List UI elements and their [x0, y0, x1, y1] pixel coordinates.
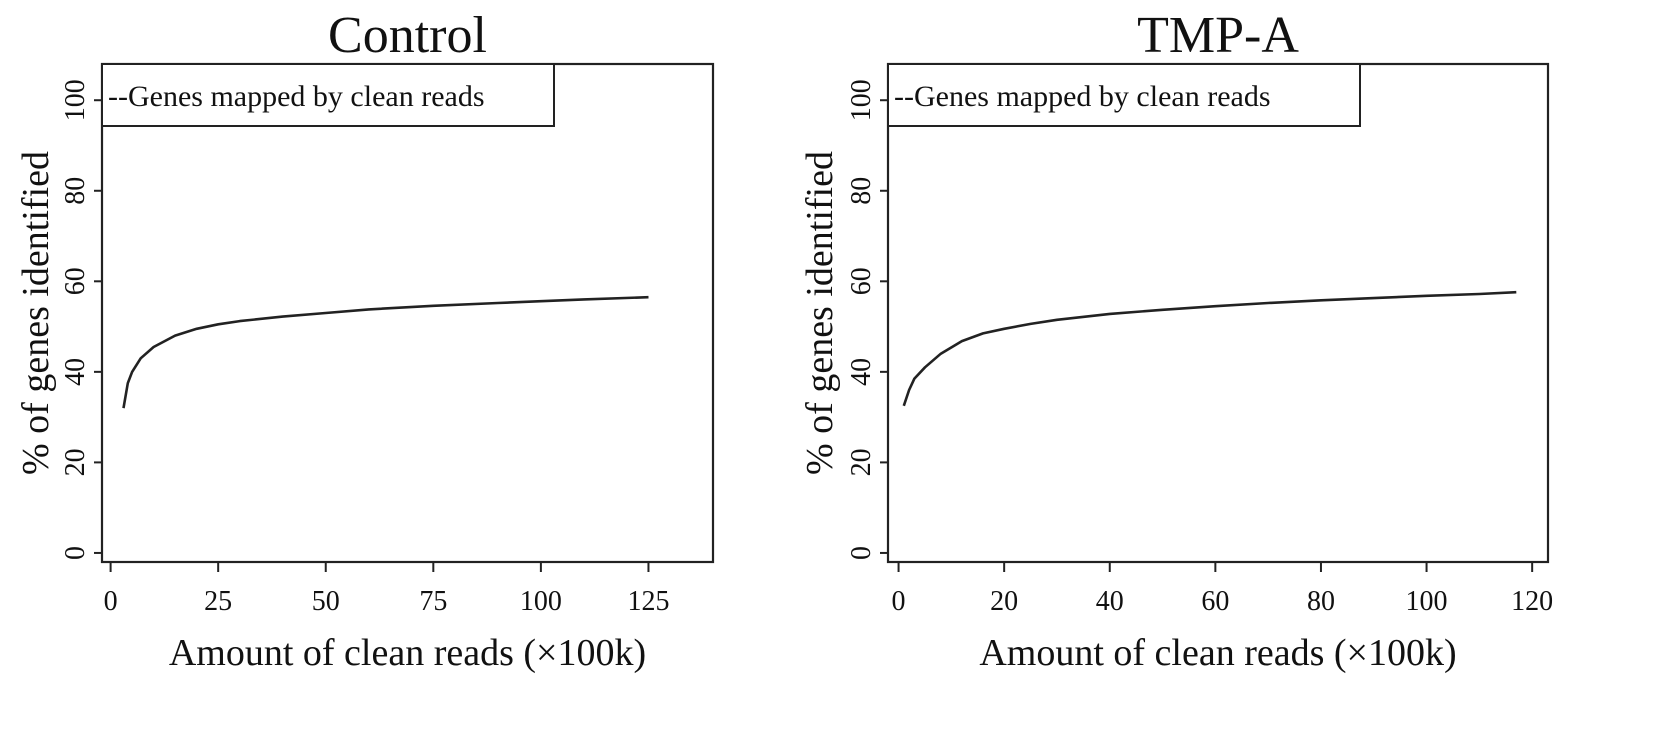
- x-tick-label: 50: [312, 586, 340, 617]
- y-tick-label: 60: [60, 267, 91, 295]
- y-tick-label: 0: [60, 546, 91, 560]
- y-tick-label: 80: [60, 177, 91, 205]
- legend-box: [887, 63, 1361, 127]
- legend-entry: --Genes mapped by clean reads: [108, 80, 485, 113]
- chart-title: TMP-A: [1137, 7, 1299, 64]
- x-tick-label: 20: [990, 586, 1018, 617]
- y-tick-label: 60: [846, 267, 877, 295]
- legend-entry: --Genes mapped by clean reads: [894, 80, 1271, 113]
- x-tick-label: 40: [1096, 586, 1124, 617]
- y-tick-label: 20: [846, 448, 877, 476]
- series-line-0: [122, 295, 649, 409]
- x-tick-label: 120: [1511, 586, 1553, 617]
- y-axis-label: % of genes identified: [799, 151, 841, 475]
- x-tick-label: 0: [104, 586, 118, 617]
- legend-box: [101, 63, 555, 127]
- x-tick-label: 125: [627, 586, 669, 617]
- x-tick-label: 25: [204, 586, 232, 617]
- y-tick-label: 100: [60, 79, 91, 121]
- x-tick-label: 75: [419, 586, 447, 617]
- chart-panel-0: Control 0 25 50 75 100 125 0 20 40 60 80 100 Amount o…: [15, 7, 715, 674]
- y-axis-label: % of genes identified: [15, 151, 57, 475]
- y-tick-label: 40: [846, 358, 877, 386]
- x-tick-label: 100: [1406, 586, 1448, 617]
- x-axis-label: Amount of clean reads (×100k): [979, 632, 1456, 674]
- x-tick-label: 0: [892, 586, 906, 617]
- y-tick-label: 20: [60, 448, 91, 476]
- x-tick-label: 80: [1307, 586, 1335, 617]
- chart-panel-1: TMP-A 0 20 40 60 80 100 120 0 20 40 60 80 100 Amount o…: [799, 7, 1553, 674]
- y-tick-label: 100: [846, 79, 877, 121]
- x-axis-label: Amount of clean reads (×100k): [169, 632, 646, 674]
- x-tick-label: 60: [1201, 586, 1229, 617]
- y-tick-label: 0: [846, 546, 877, 560]
- plot-frame: [100, 62, 715, 564]
- y-tick-label: 40: [60, 358, 91, 386]
- series-line-0: [902, 290, 1517, 407]
- y-tick-label: 80: [846, 177, 877, 205]
- plot-frame: [886, 62, 1550, 564]
- chart-title: Control: [328, 7, 487, 64]
- x-tick-label: 100: [520, 586, 562, 617]
